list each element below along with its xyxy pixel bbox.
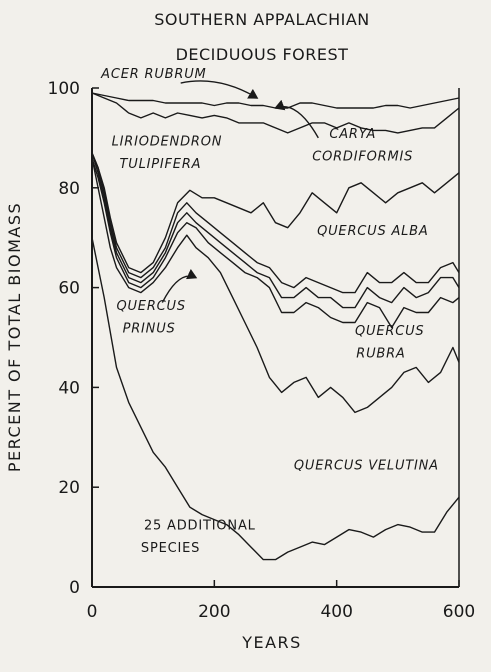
axes bbox=[91, 88, 460, 588]
y-tick-label: 20 bbox=[58, 478, 80, 498]
series-boundaries bbox=[91, 92, 460, 561]
label-rubra1: QUERCUS bbox=[355, 324, 424, 339]
arrow-acer-arrow bbox=[180, 80, 259, 99]
species-labels: ACER RUBRUM LIRIODENDRON TULIPIFERA CARYA CO… bbox=[100, 67, 439, 556]
y-tick-label: 0 bbox=[69, 578, 80, 598]
label-addl2: SPECIES bbox=[141, 541, 200, 556]
x-axis-label: YEARS bbox=[241, 633, 302, 652]
boundary-line-b8 bbox=[91, 92, 460, 109]
label-carya1: CARYA bbox=[329, 127, 376, 142]
label-addl1: 25 ADDITIONAL bbox=[144, 519, 256, 534]
label-rubra2: RUBRA bbox=[356, 346, 405, 361]
boundary-line-b2 bbox=[91, 157, 460, 414]
chart-title-line2: DECIDUOUS FOREST bbox=[176, 45, 349, 64]
boundary-line-b4 bbox=[91, 152, 460, 309]
label-prinus1: QUERCUS bbox=[116, 299, 185, 314]
boundary-line-b3 bbox=[91, 157, 460, 329]
x-tick-label: 0 bbox=[87, 602, 98, 622]
label-velutina: QUERCUS VELUTINA bbox=[294, 459, 439, 474]
x-tick-label: 600 bbox=[443, 602, 475, 622]
label-lirio2: TULIPIFERA bbox=[120, 157, 202, 172]
y-tick-label: 80 bbox=[58, 179, 80, 199]
boundary-line-b1 bbox=[91, 237, 460, 561]
label-lirio1: LIRIODENDRON bbox=[112, 134, 223, 149]
label-acer: ACER RUBRUM bbox=[100, 67, 206, 82]
x-tick-label: 400 bbox=[320, 602, 352, 622]
label-arrows bbox=[161, 80, 319, 303]
boundary-line-b5 bbox=[91, 152, 460, 294]
axis-ticks: 0 20 40 60 80 100 0 200 400 600 bbox=[48, 79, 476, 622]
y-axis-label: PERCENT OF TOTAL BIOMASS bbox=[5, 202, 24, 472]
y-tick-label: 100 bbox=[48, 79, 80, 99]
boundary-line-b6 bbox=[91, 152, 460, 274]
arrow-carya-arrow bbox=[274, 99, 319, 139]
boundary-line-b7 bbox=[91, 92, 460, 134]
arrow-prinus-arrow bbox=[161, 268, 198, 303]
label-alba: QUERCUS ALBA bbox=[317, 224, 429, 239]
label-carya2: CORDIFORMIS bbox=[312, 149, 413, 164]
y-tick-label: 40 bbox=[58, 378, 80, 398]
chart-title-line1: SOUTHERN APPALACHIAN bbox=[154, 10, 370, 29]
x-tick-label: 200 bbox=[198, 602, 230, 622]
y-tick-label: 60 bbox=[58, 279, 80, 299]
label-prinus2: PRINUS bbox=[123, 322, 176, 337]
